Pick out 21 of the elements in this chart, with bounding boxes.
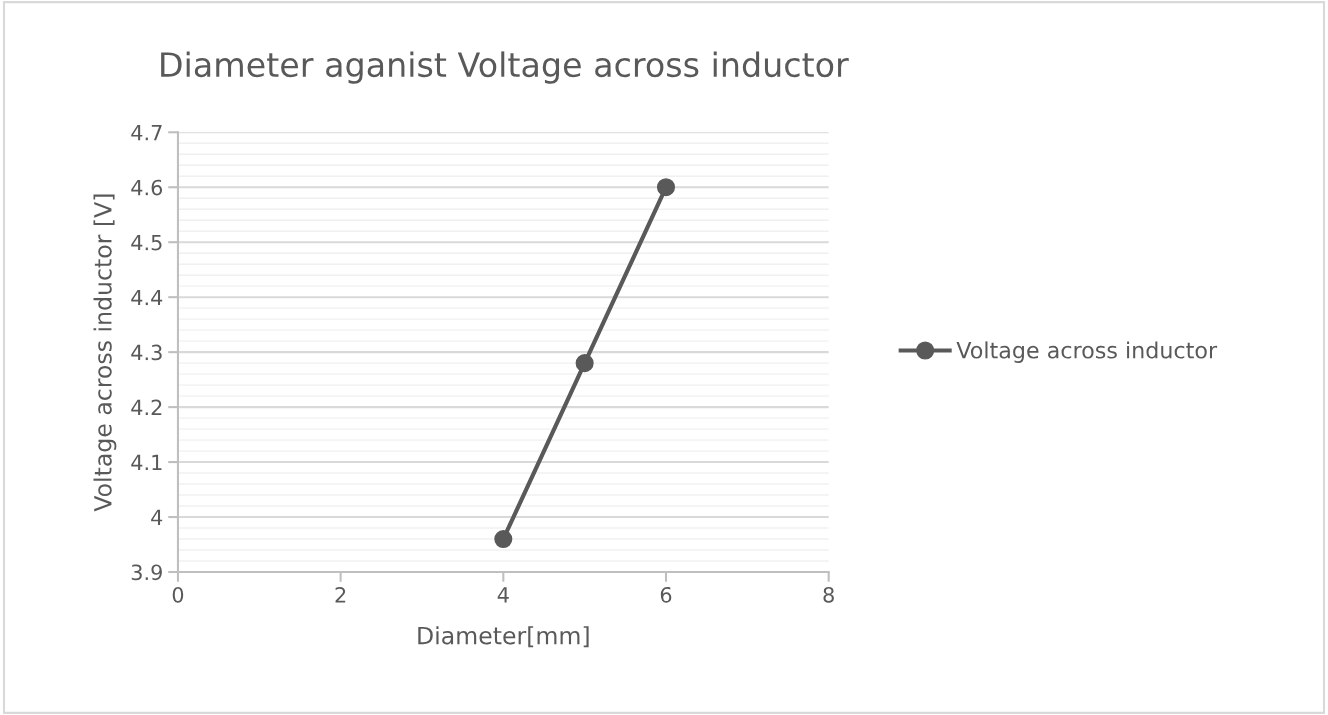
x-tick-label: 0 xyxy=(172,586,184,603)
y-tick-label: 4.3 xyxy=(131,344,162,361)
y-tick-label: 4.6 xyxy=(131,179,163,196)
point xyxy=(494,529,513,549)
x-tick-label: 6 xyxy=(660,586,672,603)
y-tick-label: 4.5 xyxy=(131,234,162,251)
point xyxy=(575,354,594,373)
y-tick-label: 4 xyxy=(151,509,163,525)
legend-label: Voltage across inductor xyxy=(956,341,1218,363)
x-tick-label: 8 xyxy=(823,586,834,603)
y-tick-label: 4.4 xyxy=(131,289,163,306)
y-tick-label: 4.2 xyxy=(131,399,162,416)
x-tick-label: 4 xyxy=(497,587,509,603)
point xyxy=(656,178,676,197)
x-tick-label: 2 xyxy=(335,586,346,603)
y-axis-title: Voltage across inductor [V] xyxy=(93,194,117,512)
y-tick-label: 3.9 xyxy=(131,564,162,581)
chart-title: Diameter aganist Voltage across inductor xyxy=(161,51,849,84)
y-tick-label: 4.1 xyxy=(131,454,162,470)
x-axis-title: Diameter[mm] xyxy=(418,626,589,648)
y-tick-label: 4.7 xyxy=(131,125,162,141)
